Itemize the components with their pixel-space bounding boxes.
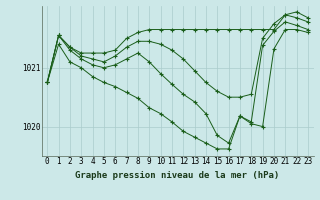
X-axis label: Graphe pression niveau de la mer (hPa): Graphe pression niveau de la mer (hPa)	[76, 171, 280, 180]
